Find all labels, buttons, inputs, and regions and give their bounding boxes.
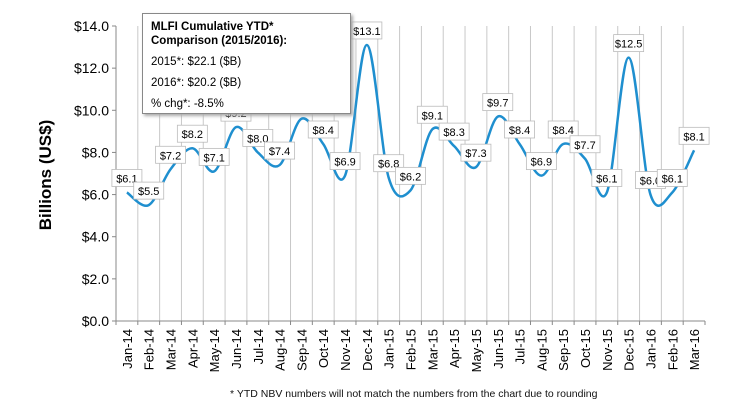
y-tick-label: $0.0 xyxy=(82,313,109,329)
data-label-box xyxy=(155,145,186,164)
x-tick-label: Dec-15 xyxy=(622,329,637,371)
data-label: $8.4 xyxy=(552,125,573,137)
data-label: $8.0 xyxy=(247,133,268,145)
x-tick-label: Aug-15 xyxy=(534,329,549,371)
data-label-box xyxy=(613,34,645,53)
annotation-title: MLFI Cumulative YTD* Comparison (2015/20… xyxy=(151,21,288,47)
x-tick-label: Jun-15 xyxy=(491,329,506,369)
y-tick-label: $10.0 xyxy=(74,102,109,118)
data-label-box xyxy=(460,143,492,162)
data-label: $6.1 xyxy=(116,173,137,185)
x-tick-label: Jul-15 xyxy=(513,329,528,364)
data-label: $6.1 xyxy=(596,173,617,185)
data-label-box xyxy=(133,181,165,200)
data-label: $9.7 xyxy=(487,98,508,110)
data-label-box xyxy=(656,169,688,187)
x-tick-label: Mar-15 xyxy=(425,329,440,370)
data-label-box xyxy=(504,120,535,139)
y-tick-label: $6.0 xyxy=(82,187,109,203)
data-label: $8.3 xyxy=(443,127,464,139)
data-label: $6.9 xyxy=(334,157,355,169)
x-tick-label: Jan-14 xyxy=(120,329,135,369)
data-label: $6.9 xyxy=(531,157,552,169)
data-label: $8.4 xyxy=(509,125,530,137)
x-tick-label: Jan-15 xyxy=(382,329,397,369)
data-label-box xyxy=(264,141,296,160)
x-tick-label: Dec-14 xyxy=(360,329,375,371)
data-label: $9.1 xyxy=(422,110,443,122)
data-label-box xyxy=(416,105,448,124)
x-tick-label: Mar-16 xyxy=(687,329,702,370)
data-label: $8.4 xyxy=(313,125,334,137)
x-tick-label: Apr-15 xyxy=(447,329,462,368)
data-label: $7.7 xyxy=(574,140,595,152)
x-tick-label: Oct-14 xyxy=(316,329,331,368)
data-label: $6.1 xyxy=(662,173,683,185)
x-tick-label: May-15 xyxy=(469,329,484,372)
x-tick-label: Sep-14 xyxy=(294,329,309,371)
data-label: $7.3 xyxy=(465,148,486,160)
x-tick-label: Feb-16 xyxy=(665,329,680,370)
x-tick-label: Jan-16 xyxy=(643,329,658,369)
annotation-line: % chg*: -8.5% xyxy=(151,98,224,110)
annotation-box: MLFI Cumulative YTD* Comparison (2015/20… xyxy=(142,13,351,114)
data-label-box xyxy=(307,120,339,139)
data-label-box xyxy=(547,120,579,139)
y-tick-label: $4.0 xyxy=(82,229,109,245)
data-label: $7.2 xyxy=(160,150,181,162)
data-label-box xyxy=(176,124,208,143)
data-label-box xyxy=(351,21,383,40)
x-tick-label: Nov-15 xyxy=(600,329,615,371)
data-label-box xyxy=(482,93,514,112)
x-tick-label: Apr-14 xyxy=(185,329,200,368)
x-tick-label: Oct-15 xyxy=(578,329,593,368)
data-label: $13.1 xyxy=(353,26,381,38)
x-tick-label: Mar-14 xyxy=(164,329,179,370)
data-label-box xyxy=(329,152,361,171)
y-tick-label: $12.0 xyxy=(74,60,109,76)
x-tick-label: Sep-15 xyxy=(556,329,571,371)
x-tick-label: Aug-14 xyxy=(273,329,288,371)
data-label: $5.5 xyxy=(138,186,159,198)
footnote: * YTD NBV numbers will not match the num… xyxy=(230,388,598,400)
annotation-line: 2015*: $22.1 ($B) xyxy=(151,56,242,68)
x-tick-label: Feb-14 xyxy=(142,329,157,370)
data-label-box xyxy=(198,147,230,166)
x-tick-label: Nov-14 xyxy=(338,329,353,371)
x-tick-label: Feb-15 xyxy=(404,329,419,370)
data-label-box xyxy=(438,122,470,141)
x-tick-label: Jul-14 xyxy=(251,329,266,364)
data-label: $7.1 xyxy=(203,152,224,164)
y-tick-label: $8.0 xyxy=(82,144,109,160)
data-label: $8.1 xyxy=(683,131,704,143)
data-label-box xyxy=(678,126,710,145)
data-label: $6.2 xyxy=(400,171,421,183)
data-label: $7.4 xyxy=(269,146,290,158)
data-label: $6.0 xyxy=(640,176,661,188)
data-label-box xyxy=(525,152,557,171)
y-tick-label: $14.0 xyxy=(74,18,109,34)
data-label: $12.5 xyxy=(615,39,643,51)
x-tick-label: May-14 xyxy=(207,329,222,372)
data-label-box xyxy=(395,166,426,185)
data-label-box xyxy=(569,135,601,154)
data-label-box xyxy=(591,169,623,187)
x-tick-label: Jun-14 xyxy=(229,329,244,369)
data-label: $6.8 xyxy=(378,159,399,171)
data-label: $8.2 xyxy=(182,129,203,141)
y-tick-label: $2.0 xyxy=(82,271,109,287)
annotation-line: 2016*: $20.2 ($B) xyxy=(151,77,242,89)
y-axis-label: Billions (US$) xyxy=(36,119,55,231)
